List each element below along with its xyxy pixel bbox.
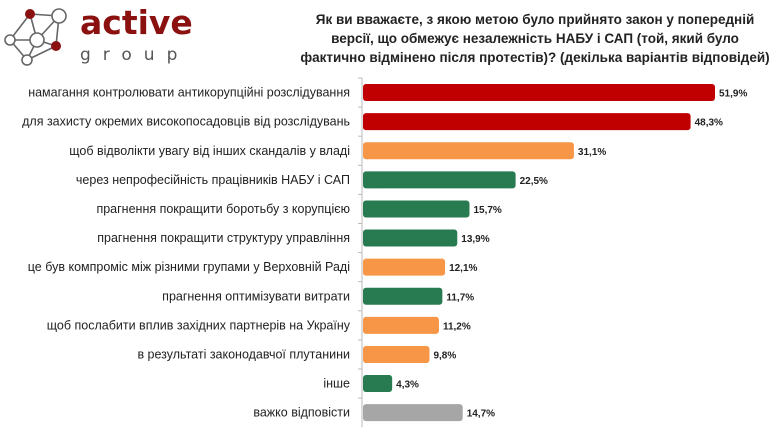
data-label: 14,7% [467,409,495,420]
category-label: це був компроміс між різними групами у В… [28,260,350,274]
category-label: через непрофесійність працівників НАБУ і… [76,173,350,187]
data-label: 51,9% [719,89,747,100]
bar [363,200,470,218]
data-label: 11,2% [443,321,471,332]
bar [363,258,446,276]
bar [363,171,516,189]
data-label: 22,5% [520,176,548,187]
category-label: намагання контролювати антикорупційні ро… [28,86,350,100]
bar [363,345,430,363]
category-label: для захисту окремих високопосадовців від… [22,115,350,129]
logo-word-active: active [80,3,193,42]
data-label: 48,3% [695,118,723,129]
data-label: 31,1% [578,147,606,158]
active-group-logo: active group [0,0,200,75]
category-label: прагнення оптимізувати витрати [162,289,350,303]
category-label: в результаті законодавчої плутанини [137,347,350,361]
bar [363,229,458,247]
bar [363,316,439,334]
bar [363,113,691,131]
chart-title: Як ви вважаєте, з якою метою було прийня… [300,12,770,65]
bar [363,287,443,305]
category-label: інше [323,377,350,391]
data-label: 9,8% [433,350,456,361]
category-label: прагнення покращити боротьбу з корупцією [96,202,350,216]
bar [363,404,463,422]
logo-word-group: group [80,45,189,65]
bar [363,84,715,102]
data-label: 4,3% [396,380,419,391]
bar [363,142,574,160]
category-label: щоб відволікти увагу від інших скандалів… [69,144,350,158]
bar [363,375,393,393]
category-label: важко відповісти [253,406,350,420]
data-label: 13,9% [461,234,489,245]
data-label: 11,7% [446,292,474,303]
data-label: 12,1% [449,263,477,274]
category-label: щоб послабити вплив західних партнерів н… [47,318,351,332]
category-label: прагнення покращити структуру управління [97,231,350,245]
logo-network-icon: active group [4,3,193,66]
data-label: 15,7% [473,205,501,216]
